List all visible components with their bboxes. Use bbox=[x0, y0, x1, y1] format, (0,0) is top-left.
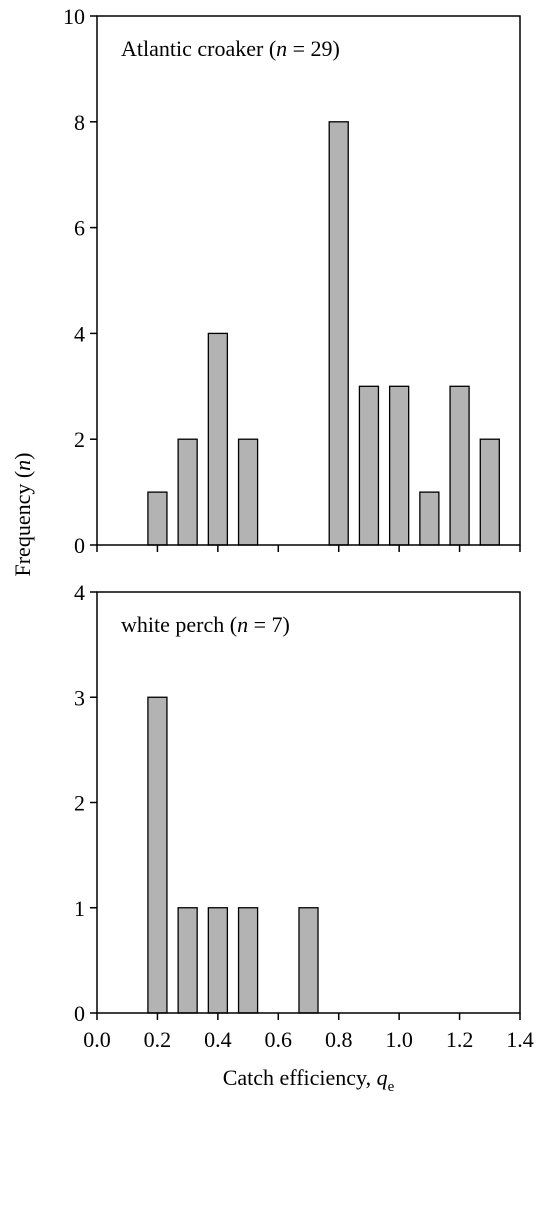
y-label-text: Frequency ( bbox=[10, 471, 35, 577]
bar bbox=[237, 438, 259, 546]
bar bbox=[328, 121, 349, 546]
y-tick-label: 2 bbox=[74, 791, 85, 816]
y-tick-label: 8 bbox=[74, 110, 85, 135]
x-tick-label: 1.2 bbox=[446, 1027, 474, 1052]
annotation-text: = 7) bbox=[248, 612, 290, 637]
x-tick-label: 0.8 bbox=[325, 1027, 353, 1052]
annotation: white perch (n = 7) bbox=[121, 612, 290, 637]
y-tick-label: 10 bbox=[63, 4, 85, 29]
y-tick-label: 4 bbox=[74, 580, 85, 605]
annotation-italic: n bbox=[276, 36, 287, 61]
bar bbox=[177, 907, 198, 1014]
y-tick-label: 1 bbox=[74, 896, 85, 921]
x-label-text: Catch efficiency, bbox=[223, 1065, 377, 1090]
x-tick-label: 1.0 bbox=[385, 1027, 413, 1052]
y-tick-label: 2 bbox=[74, 427, 85, 452]
bar bbox=[147, 696, 168, 1014]
bar bbox=[207, 332, 229, 546]
annotation-text: Atlantic croaker ( bbox=[121, 36, 276, 61]
annotation-italic: n bbox=[237, 612, 248, 637]
annotation: Atlantic croaker (n = 29) bbox=[121, 36, 340, 61]
x-tick-label: 0.0 bbox=[83, 1027, 111, 1052]
annotation-text: white perch ( bbox=[121, 612, 237, 637]
y-axis-label: Frequency (n) bbox=[10, 452, 35, 576]
bar bbox=[207, 907, 229, 1014]
x-label-subscript: e bbox=[388, 1079, 395, 1095]
bar bbox=[388, 385, 410, 546]
x-tick-label: 1.4 bbox=[506, 1027, 534, 1052]
x-tick-label: 0.6 bbox=[265, 1027, 293, 1052]
plot-frame bbox=[96, 15, 521, 546]
x-axis-label: Catch efficiency, qe bbox=[223, 1065, 395, 1095]
y-tick-label: 4 bbox=[74, 321, 85, 346]
bar bbox=[298, 907, 319, 1014]
y-tick-label: 6 bbox=[74, 216, 85, 241]
y-label-text: ) bbox=[10, 452, 35, 459]
bar bbox=[419, 491, 440, 546]
x-label-italic: q bbox=[377, 1065, 388, 1090]
annotation-text: = 29) bbox=[287, 36, 340, 61]
plot-frame bbox=[96, 591, 521, 1014]
y-tick-label: 0 bbox=[74, 533, 85, 558]
bar bbox=[358, 385, 380, 546]
x-tick-label: 0.4 bbox=[204, 1027, 232, 1052]
x-tick-label: 0.2 bbox=[144, 1027, 172, 1052]
y-tick-label: 0 bbox=[74, 1001, 85, 1026]
bar bbox=[479, 438, 500, 546]
y-label-italic: n bbox=[10, 460, 35, 471]
bar bbox=[449, 385, 470, 546]
y-tick-label: 3 bbox=[74, 685, 85, 710]
bar bbox=[177, 438, 198, 546]
bar bbox=[147, 491, 168, 546]
bar bbox=[237, 907, 259, 1014]
